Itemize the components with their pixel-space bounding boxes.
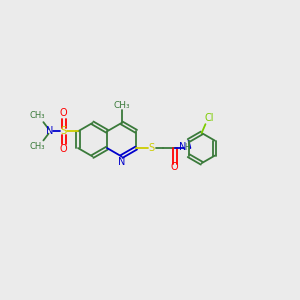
Text: N: N: [46, 126, 54, 136]
Text: CH₃: CH₃: [30, 142, 45, 152]
Text: Cl: Cl: [204, 113, 214, 123]
Text: S: S: [148, 143, 154, 153]
Text: O: O: [60, 108, 68, 118]
Text: S: S: [61, 126, 67, 136]
Text: N: N: [118, 157, 125, 167]
Text: N: N: [179, 142, 186, 152]
Text: O: O: [171, 162, 178, 172]
Text: O: O: [60, 144, 68, 154]
Text: CH₃: CH₃: [113, 100, 130, 109]
Text: H: H: [184, 143, 190, 152]
Text: CH₃: CH₃: [30, 111, 45, 120]
